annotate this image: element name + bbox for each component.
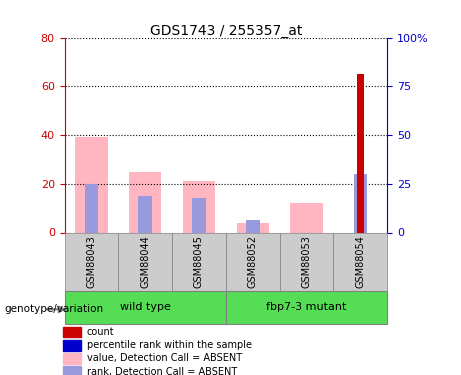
Text: GSM88044: GSM88044 [140, 235, 150, 288]
Bar [354, 174, 367, 232]
Bar [63, 366, 81, 375]
Text: count: count [87, 327, 114, 337]
Bar [183, 182, 215, 232]
Text: fbp7-3 mutant: fbp7-3 mutant [266, 303, 347, 312]
FancyBboxPatch shape [333, 232, 387, 291]
Text: GSM88054: GSM88054 [355, 235, 366, 288]
Text: rank, Detection Call = ABSENT: rank, Detection Call = ABSENT [87, 367, 237, 375]
FancyBboxPatch shape [280, 232, 333, 291]
Bar [63, 340, 81, 351]
Text: genotype/variation: genotype/variation [5, 304, 104, 314]
Text: GSM88045: GSM88045 [194, 235, 204, 288]
Bar [129, 172, 161, 232]
Text: wild type: wild type [120, 303, 171, 312]
Bar [63, 353, 81, 364]
FancyBboxPatch shape [65, 291, 226, 324]
Bar [246, 220, 260, 232]
FancyBboxPatch shape [65, 232, 118, 291]
Bar [290, 203, 323, 232]
FancyBboxPatch shape [226, 232, 280, 291]
Bar [75, 138, 107, 232]
Bar [192, 198, 206, 232]
Text: GSM88053: GSM88053 [301, 235, 312, 288]
FancyBboxPatch shape [172, 232, 226, 291]
Text: GDS1743 / 255357_at: GDS1743 / 255357_at [150, 24, 302, 38]
Bar [236, 223, 269, 232]
Bar [63, 327, 81, 338]
Bar [357, 74, 364, 232]
FancyBboxPatch shape [118, 232, 172, 291]
FancyBboxPatch shape [226, 291, 387, 324]
Text: GSM88052: GSM88052 [248, 235, 258, 288]
Text: GSM88043: GSM88043 [86, 235, 96, 288]
Bar [85, 184, 98, 232]
Text: percentile rank within the sample: percentile rank within the sample [87, 340, 252, 350]
Bar [138, 196, 152, 232]
Text: value, Detection Call = ABSENT: value, Detection Call = ABSENT [87, 353, 242, 363]
